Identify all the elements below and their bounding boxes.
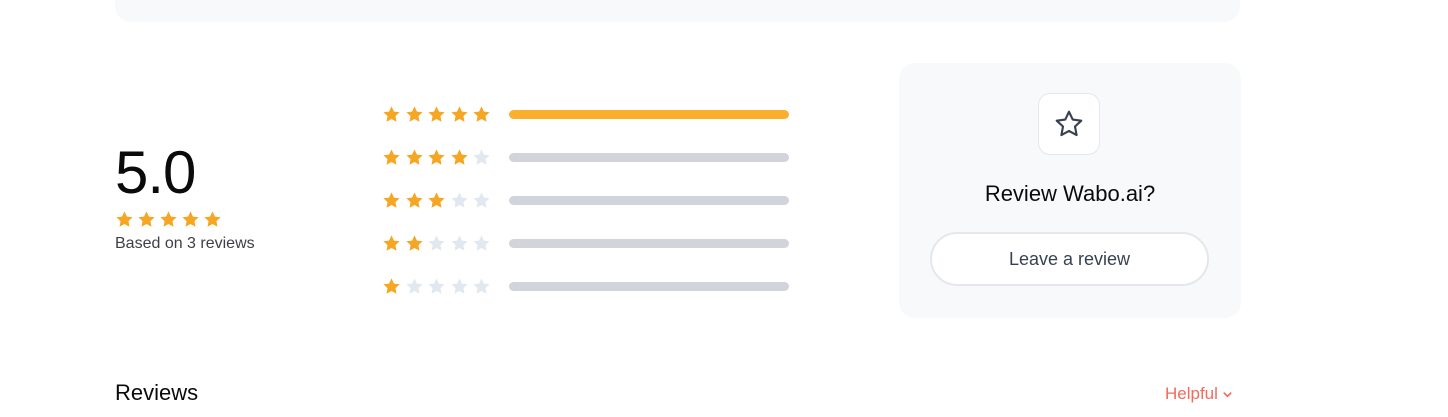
- star-filled-icon: [405, 234, 424, 253]
- rating-row-3: [382, 188, 802, 212]
- star-outline-icon: [1038, 93, 1100, 155]
- review-count-text: Based on 3 reviews: [115, 235, 255, 252]
- star-filled-icon: [382, 105, 401, 124]
- star-empty-icon: [427, 234, 446, 253]
- star-filled-icon: [450, 148, 469, 167]
- star-filled-icon: [382, 191, 401, 210]
- average-rating-stars: [115, 210, 315, 229]
- sort-dropdown[interactable]: Helpful: [1165, 384, 1233, 404]
- star-empty-icon: [450, 191, 469, 210]
- rating-bar-track: [509, 238, 789, 248]
- star-empty-icon: [450, 234, 469, 253]
- star-filled-icon: [472, 105, 491, 124]
- review-card-title: Review Wabo.ai?: [984, 181, 1156, 206]
- star-filled-icon: [405, 191, 424, 210]
- sort-label: Helpful: [1165, 384, 1218, 403]
- leave-review-card: Review Wabo.ai? Leave a review: [899, 63, 1241, 318]
- star-filled-icon: [137, 210, 156, 229]
- chevron-down-icon: [1222, 389, 1233, 400]
- rating-row-stars: [382, 105, 497, 124]
- star-filled-icon: [427, 105, 446, 124]
- star-filled-icon: [427, 191, 446, 210]
- rating-row-stars: [382, 277, 497, 296]
- star-filled-icon: [382, 277, 401, 296]
- rating-row-stars: [382, 191, 497, 210]
- star-filled-icon: [405, 105, 424, 124]
- rating-bar-track: [509, 195, 789, 205]
- star-filled-icon: [159, 210, 178, 229]
- star-filled-icon: [427, 148, 446, 167]
- rating-summary: 5.0 Based on 3 reviews: [115, 138, 315, 253]
- star-filled-icon: [450, 105, 469, 124]
- star-filled-icon: [405, 148, 424, 167]
- rating-bar-track: [509, 152, 789, 162]
- rating-row-stars: [382, 234, 497, 253]
- rating-row-5: [382, 102, 802, 126]
- star-empty-icon: [472, 234, 491, 253]
- star-empty-icon: [472, 277, 491, 296]
- average-rating: 5.0: [115, 139, 196, 206]
- rating-breakdown: [382, 102, 802, 317]
- star-filled-icon: [382, 148, 401, 167]
- rating-bar-track: [509, 109, 789, 119]
- rating-row-stars: [382, 148, 497, 167]
- rating-bar-fill: [509, 109, 789, 119]
- star-empty-icon: [427, 277, 446, 296]
- rating-bar-track: [509, 281, 789, 291]
- star-filled-icon: [181, 210, 200, 229]
- star-empty-icon: [472, 148, 491, 167]
- star-filled-icon: [382, 234, 401, 253]
- leave-review-button[interactable]: Leave a review: [930, 232, 1209, 286]
- star-empty-icon: [450, 277, 469, 296]
- star-empty-icon: [405, 277, 424, 296]
- previous-section-card: [115, 0, 1240, 22]
- reviews-heading: Reviews: [115, 380, 199, 405]
- rating-row-4: [382, 145, 802, 169]
- rating-row-1: [382, 274, 802, 298]
- star-filled-icon: [203, 210, 222, 229]
- star-filled-icon: [115, 210, 134, 229]
- star-empty-icon: [472, 191, 491, 210]
- rating-row-2: [382, 231, 802, 255]
